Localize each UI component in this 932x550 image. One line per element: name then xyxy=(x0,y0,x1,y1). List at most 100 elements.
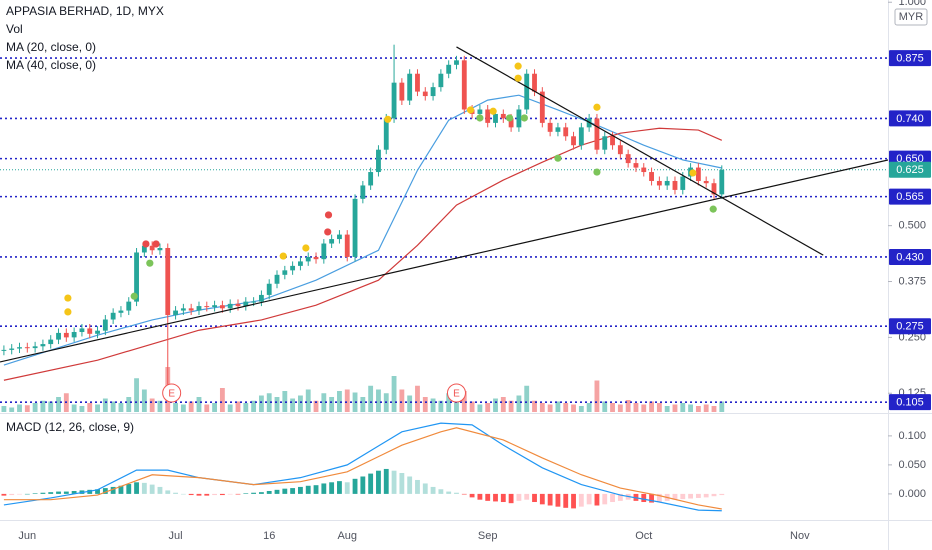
volume-bar xyxy=(399,389,405,412)
macd-histogram-bar xyxy=(610,493,615,503)
candle-body xyxy=(227,303,233,309)
signal-dot xyxy=(709,205,717,213)
macd-histogram-bar xyxy=(360,476,366,494)
candle-body xyxy=(383,118,389,150)
macd-histogram-bar xyxy=(680,493,686,500)
candle-body xyxy=(376,149,381,173)
macd-histogram-bar xyxy=(477,493,483,500)
price-label: 0.875 xyxy=(896,52,924,64)
candle-body xyxy=(477,109,483,114)
volume-bar xyxy=(102,398,108,412)
volume-bar xyxy=(157,400,163,412)
volume-bar xyxy=(493,398,498,412)
candle-body xyxy=(516,109,522,128)
candle-body xyxy=(204,306,210,308)
candle-body xyxy=(110,312,116,320)
macd-histogram-bar xyxy=(352,478,358,494)
volume-bar xyxy=(719,401,725,412)
y-tick-label: 0.375 xyxy=(898,275,926,287)
volume-bar xyxy=(625,400,631,412)
macd-line xyxy=(3,427,722,510)
volume-bar xyxy=(251,400,257,412)
x-tick-label: Nov xyxy=(790,530,810,542)
volume-bar xyxy=(461,391,467,412)
volume-bar xyxy=(1,406,7,412)
macd-histogram-bar xyxy=(110,486,116,494)
macd-histogram-bar xyxy=(578,493,584,507)
macd-histogram-bar xyxy=(415,479,420,494)
volume-bar xyxy=(422,397,428,412)
y-tick-label: 0.500 xyxy=(898,220,926,232)
volume-bar xyxy=(243,403,249,412)
price-label: 0.275 xyxy=(896,321,924,333)
candle-body xyxy=(391,82,397,119)
volume-bar xyxy=(649,401,654,412)
volume-bar xyxy=(149,398,155,412)
macd-histogram-bar xyxy=(40,492,46,494)
macd-legend: MACD (12, 26, close, 9) xyxy=(6,420,134,434)
candle-body xyxy=(711,183,717,195)
macd-y-tick-label: 0.100 xyxy=(898,430,926,442)
candle-body xyxy=(493,113,498,123)
macd-histogram-bar xyxy=(321,483,327,494)
candle-body xyxy=(625,154,631,164)
price-label-box xyxy=(889,394,931,411)
macd-histogram-bar xyxy=(118,485,124,494)
candle-body xyxy=(539,91,545,123)
volume-bar xyxy=(500,397,506,412)
volume-bar xyxy=(391,376,397,412)
macd-histogram-bar xyxy=(500,493,506,503)
x-tick-label: Oct xyxy=(635,530,652,542)
macd-histogram-bar xyxy=(196,493,202,496)
candle-body xyxy=(680,176,686,190)
macd-histogram-bar xyxy=(719,493,725,496)
macd-histogram-bar xyxy=(71,490,77,494)
signal-dot xyxy=(593,103,601,111)
macd-pane xyxy=(1,422,725,512)
macd-histogram-bar xyxy=(703,493,709,498)
macd-histogram-bar xyxy=(251,492,257,494)
candle-body xyxy=(547,122,553,132)
candle-body xyxy=(407,73,413,101)
candle-body xyxy=(454,60,459,65)
candle-body xyxy=(1,349,7,351)
volume-bar xyxy=(173,403,178,412)
candle-body xyxy=(71,332,77,338)
signal-dot xyxy=(142,240,150,248)
candle-body xyxy=(344,234,350,257)
price-label-box xyxy=(889,161,931,178)
candle-body xyxy=(235,303,241,307)
candle-body xyxy=(134,252,139,302)
candle-body xyxy=(102,319,108,331)
candle-body xyxy=(500,113,506,119)
candle-body xyxy=(563,127,569,137)
macd-histogram-bar xyxy=(695,493,701,498)
macd-histogram-bar xyxy=(594,493,600,506)
macd-histogram-bar xyxy=(649,493,654,503)
macd-histogram-bar xyxy=(656,493,662,503)
signal-dot xyxy=(324,211,333,219)
candle-body xyxy=(17,347,22,349)
macd-histogram-bar xyxy=(95,489,100,494)
volume-bar xyxy=(196,397,202,412)
volume-bar xyxy=(313,400,319,412)
candle-body xyxy=(508,118,514,128)
macd-histogram-bar xyxy=(56,491,61,494)
macd-histogram-bar xyxy=(539,493,545,505)
candle-body xyxy=(641,167,647,173)
volume-bar xyxy=(656,403,662,412)
price-label: 0.105 xyxy=(896,397,924,409)
candle-body xyxy=(118,310,124,313)
macd-histogram-bar xyxy=(305,485,311,494)
candle-body xyxy=(266,283,272,295)
macd-histogram-bar xyxy=(454,492,459,494)
volume-bar xyxy=(368,385,374,412)
macd-histogram-bar xyxy=(391,470,397,494)
volume-bar xyxy=(188,401,194,412)
candle-body xyxy=(165,248,171,316)
candle-body xyxy=(438,73,444,88)
macd-histogram-bar xyxy=(617,493,623,501)
candle-body xyxy=(571,136,576,146)
macd-histogram-bar xyxy=(1,493,7,496)
macd-histogram-bar xyxy=(469,493,475,498)
